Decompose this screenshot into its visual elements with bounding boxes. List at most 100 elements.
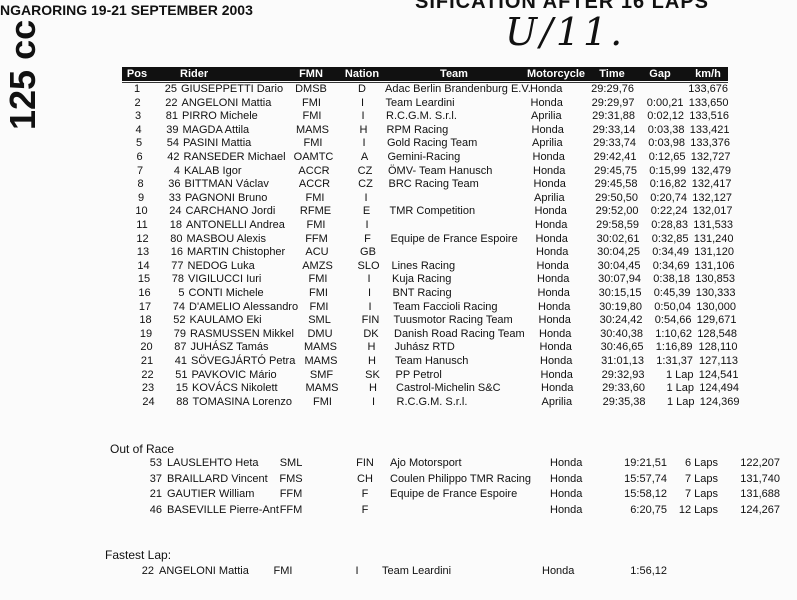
- rider-name: GAUTIER William: [167, 488, 255, 500]
- gap: 0:28,83: [651, 219, 688, 231]
- motorcycle: Honda: [535, 219, 568, 231]
- rider-number: 80: [170, 232, 183, 245]
- rider-name: KOVÁCS Nikolett: [192, 382, 278, 395]
- rider-number: 16: [170, 246, 183, 259]
- nation: CZ: [358, 178, 373, 191]
- federation: FMI: [309, 287, 328, 299]
- nation: I: [368, 300, 372, 313]
- team: Coulen Philippo TMR Racing: [390, 472, 532, 485]
- position: 21: [140, 355, 154, 367]
- federation: DMSB: [295, 83, 327, 95]
- team: BNT Racing: [392, 287, 452, 299]
- position: 16: [138, 287, 151, 299]
- motorcycle: Honda: [536, 246, 569, 259]
- rider-name: PIRRO Michele: [182, 110, 258, 123]
- gap: 0:03,98: [648, 137, 685, 150]
- speed: 128,110: [698, 341, 738, 354]
- gap: 7 Laps: [684, 488, 718, 500]
- rider-number: 46: [149, 503, 162, 516]
- motorcycle: Honda: [538, 300, 571, 313]
- motorcycle: Aprilia: [541, 395, 573, 408]
- nation: I: [371, 395, 376, 408]
- position: 8: [137, 178, 144, 191]
- federation: ACCR: [298, 178, 331, 191]
- federation: FMI: [302, 96, 321, 109]
- nation: I: [364, 191, 368, 204]
- nation: I: [367, 273, 371, 286]
- motorcycle: Honda: [539, 327, 572, 340]
- gap: 12 Laps: [678, 503, 718, 516]
- position: 3: [134, 110, 142, 123]
- motorcycle: Honda: [541, 382, 574, 395]
- rider-name: TOMASINA Lorenzo: [192, 395, 292, 408]
- federation: AMZS: [302, 259, 333, 272]
- rider-number: 37: [149, 472, 162, 485]
- rider-number: 22: [165, 96, 178, 109]
- nation: I: [355, 565, 359, 577]
- rider-name: VIGILUCCI Iuri: [188, 273, 262, 286]
- rider-number: 5: [178, 287, 185, 299]
- rider-name: PASINI Mattia: [183, 137, 252, 150]
- federation: FFM: [279, 488, 303, 500]
- time: 30:07,94: [598, 273, 641, 286]
- nation: I: [360, 96, 365, 109]
- time: 29:45,75: [594, 164, 637, 177]
- gap: 1:10,62: [655, 327, 692, 340]
- speed: 133,650: [688, 96, 729, 109]
- rider-number: 81: [165, 110, 178, 123]
- time: 29:35,38: [602, 395, 646, 408]
- speed: 130,333: [695, 287, 736, 299]
- speed: 124,369: [699, 395, 740, 408]
- rider-number: 33: [168, 191, 181, 204]
- position: 15: [137, 273, 151, 286]
- speed: 124,494: [699, 382, 739, 395]
- gap: 0:54,66: [654, 314, 692, 327]
- speed: 131,533: [693, 219, 733, 231]
- rider-name: MAGDA Attila: [182, 123, 250, 136]
- position: 7: [136, 164, 144, 177]
- time: 29:29,97: [591, 96, 635, 109]
- rider-name: BASEVILLE Pierre-Ant: [167, 503, 279, 516]
- motorcycle: Honda: [537, 273, 570, 286]
- header-bar: [122, 67, 728, 81]
- speed: 132,479: [691, 164, 731, 177]
- gap: 1 Lap: [665, 368, 694, 381]
- federation: MAMS: [305, 382, 339, 395]
- nation: SLO: [357, 259, 380, 272]
- federation: FFM: [279, 503, 303, 516]
- position: 17: [138, 300, 152, 313]
- time: 1:56,12: [630, 565, 667, 577]
- motorcycle: Honda: [540, 355, 573, 367]
- gap: 0:03,38: [647, 123, 685, 136]
- motorcycle: Honda: [539, 341, 572, 354]
- nation: F: [364, 232, 371, 245]
- team: BRC Racing Team: [388, 178, 479, 191]
- speed: 133,516: [689, 110, 729, 123]
- motorcycle: Honda: [550, 488, 583, 500]
- speed: 132,017: [692, 205, 733, 218]
- rider-number: 21: [149, 488, 162, 500]
- rider-name: BRAILLARD Vincent: [167, 472, 268, 485]
- gap: 1 Lap: [666, 382, 694, 395]
- time: 29:58,59: [596, 219, 639, 231]
- rider-name: GIUSEPPETTI Dario: [181, 83, 284, 95]
- federation: FMI: [306, 219, 326, 231]
- federation: FMI: [305, 191, 325, 204]
- motorcycle: Honda: [533, 164, 566, 177]
- nation: F: [361, 503, 369, 516]
- team: ÖMV- Team Hanusch: [388, 164, 493, 177]
- team: Equipe de France Espoire: [390, 232, 518, 245]
- position: 4: [135, 123, 142, 136]
- position: 13: [136, 246, 150, 259]
- rider-number: 36: [168, 178, 181, 191]
- gap: 0:20,74: [650, 191, 687, 204]
- federation: MAMS: [304, 355, 338, 367]
- nation: SK: [365, 368, 380, 381]
- rider-name: PAGNONI Bruno: [185, 191, 268, 204]
- nation: I: [362, 137, 366, 150]
- motorcycle: Honda: [550, 503, 583, 516]
- speed: 131,106: [694, 259, 735, 272]
- time: 29:32,93: [601, 368, 645, 381]
- gap: 0:22,24: [650, 205, 688, 218]
- speed: 124,541: [698, 368, 739, 381]
